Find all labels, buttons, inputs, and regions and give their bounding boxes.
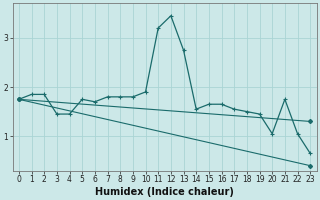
X-axis label: Humidex (Indice chaleur): Humidex (Indice chaleur): [95, 187, 234, 197]
